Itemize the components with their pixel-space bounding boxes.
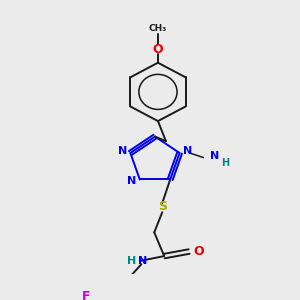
Text: N: N <box>127 176 136 186</box>
Text: CH₃: CH₃ <box>149 24 167 33</box>
Text: N: N <box>118 146 127 156</box>
Text: H: H <box>221 158 230 168</box>
Text: O: O <box>194 245 204 258</box>
Text: N: N <box>138 256 147 266</box>
Text: F: F <box>82 290 91 300</box>
Text: O: O <box>153 44 163 56</box>
Text: N: N <box>183 146 192 156</box>
Text: N: N <box>210 151 219 161</box>
Text: H: H <box>127 256 136 266</box>
Text: S: S <box>158 200 167 213</box>
